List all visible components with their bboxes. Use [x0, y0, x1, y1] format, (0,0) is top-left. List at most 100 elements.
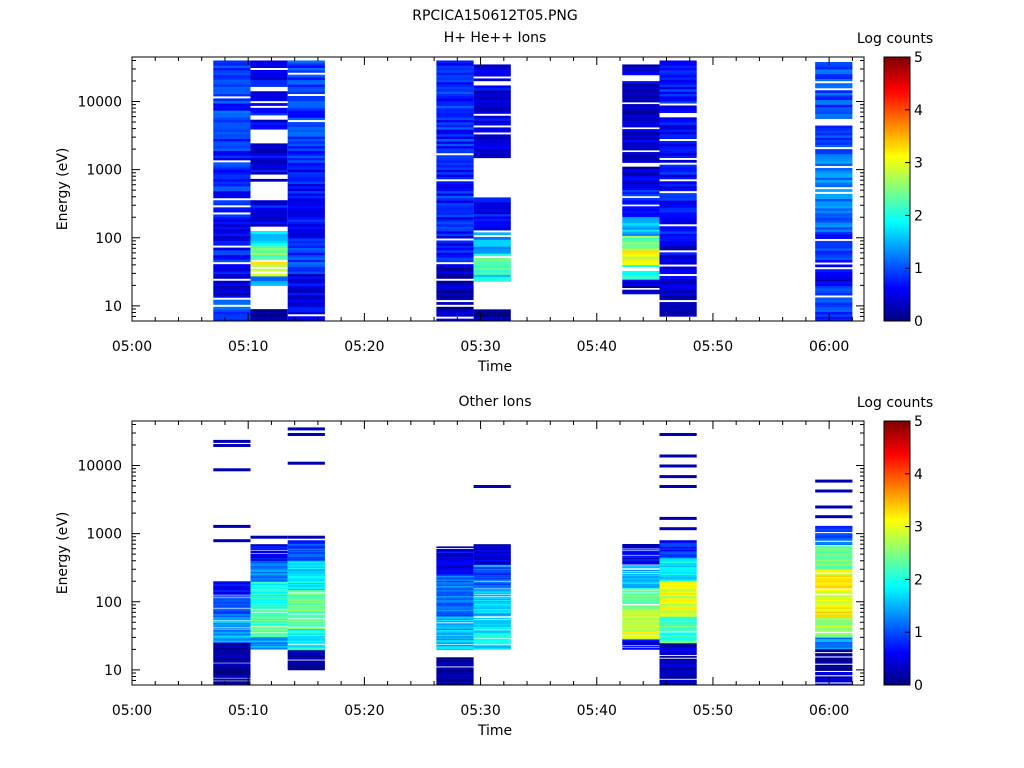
colorbar-step [884, 626, 910, 630]
energy-bin [815, 535, 853, 538]
x-tick-label: 05:20 [344, 339, 384, 355]
energy-bin [213, 582, 251, 584]
y-tick-label: 10000 [77, 459, 122, 475]
energy-bin [250, 630, 288, 632]
colorbar-step [884, 468, 910, 472]
energy-bin [473, 267, 511, 271]
energy-bin [622, 220, 660, 224]
energy-bin [622, 597, 660, 600]
energy-bin [815, 142, 853, 145]
energy-bin [815, 562, 853, 564]
energy-bin [659, 578, 697, 581]
energy-bin [436, 162, 474, 166]
energy-bin [213, 616, 251, 618]
y-tick-label: 10 [104, 299, 122, 315]
energy-bin [287, 98, 325, 102]
energy-bin [473, 640, 511, 643]
energy-bin [622, 202, 660, 205]
energy-bin [622, 291, 660, 295]
colorbar-step [884, 98, 910, 103]
energy-bin [436, 582, 474, 585]
energy-bin [436, 551, 474, 554]
energy-bin [659, 304, 697, 308]
energy-bin [815, 217, 853, 221]
energy-bin [815, 617, 853, 619]
energy-bin [473, 611, 511, 613]
energy-bin [622, 612, 660, 615]
energy-bin [250, 618, 288, 621]
energy-bin [815, 130, 853, 134]
energy-bin [659, 311, 697, 315]
energy-bin [659, 646, 697, 649]
energy-bin [436, 86, 474, 90]
energy-bin [622, 285, 660, 289]
energy-bin [815, 586, 853, 589]
count-line [659, 516, 697, 520]
energy-bin [473, 554, 511, 557]
energy-bin [815, 635, 853, 638]
colorbar-step [884, 246, 910, 251]
colorbar-step [884, 199, 910, 203]
energy-bin [287, 136, 325, 140]
energy-bin [622, 551, 660, 554]
energy-bin [213, 665, 251, 667]
energy-bin [250, 62, 288, 66]
energy-bin [436, 276, 474, 279]
energy-bin [287, 91, 325, 95]
energy-bin [473, 557, 511, 559]
energy-bin [815, 590, 853, 593]
energy-bin [622, 566, 660, 568]
energy-bin [250, 636, 288, 639]
energy-bin [473, 216, 511, 219]
energy-bin [622, 85, 660, 88]
energy-bin [250, 597, 288, 600]
count-line [659, 433, 697, 436]
energy-bin [473, 639, 511, 642]
colorbar-step [884, 608, 910, 612]
energy-bin [473, 567, 511, 569]
energy-bin [659, 72, 697, 76]
energy-bin [659, 591, 697, 594]
energy-bin [659, 233, 697, 237]
energy-bin [622, 598, 660, 601]
energy-bin [436, 647, 474, 649]
energy-bin [659, 667, 697, 670]
energy-bin [815, 579, 853, 582]
energy-bin [436, 302, 474, 305]
energy-bin [659, 628, 697, 631]
count-line [815, 515, 853, 519]
energy-bin [622, 638, 660, 640]
colorbar-step [884, 447, 910, 451]
energy-bin [622, 99, 660, 103]
energy-bin [287, 214, 325, 218]
energy-bin [815, 290, 853, 294]
energy-bin [473, 636, 511, 639]
colorbar-step [884, 455, 910, 459]
energy-bin [473, 274, 511, 278]
energy-bin [815, 632, 853, 635]
colorbar-step [884, 600, 910, 604]
energy-bin [436, 611, 474, 614]
energy-bin [622, 625, 660, 628]
colorbar-step [884, 663, 910, 667]
energy-bin [213, 268, 251, 272]
energy-bin [436, 608, 474, 610]
colorbar-step [884, 141, 910, 145]
colorbar-step [884, 312, 910, 317]
energy-bin [659, 228, 697, 232]
energy-bin [287, 577, 325, 580]
energy-bin [287, 645, 325, 647]
energy-bin [213, 585, 251, 587]
energy-bin [250, 622, 288, 624]
energy-bin [815, 280, 853, 284]
energy-bin [659, 209, 697, 213]
energy-bin [436, 223, 474, 227]
energy-bin [213, 311, 251, 315]
energy-bin [287, 200, 325, 203]
energy-bin [250, 638, 288, 641]
energy-bin [815, 589, 853, 592]
energy-bin [815, 530, 853, 533]
energy-bin [473, 583, 511, 585]
energy-bin [287, 641, 325, 644]
energy-bin [436, 216, 474, 220]
